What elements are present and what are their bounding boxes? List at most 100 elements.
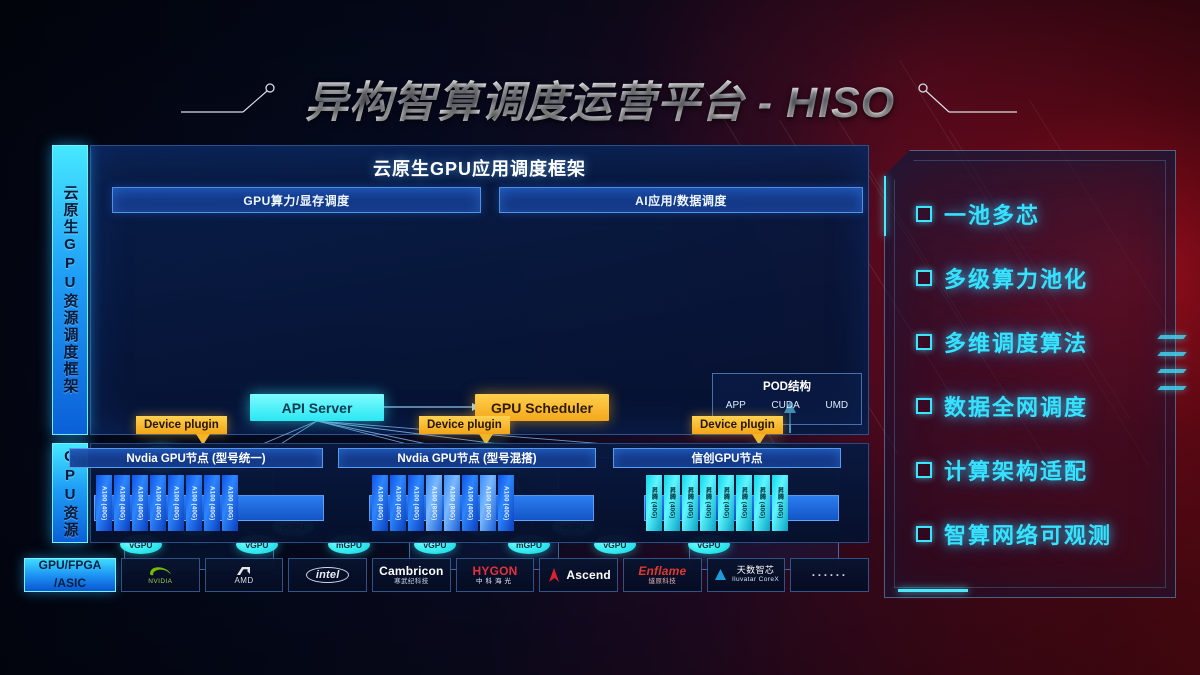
vendor-category-line1: GPU/FPGA — [38, 558, 102, 573]
sidebar-label-cloud-native-gpu: 云原生GPU资源调度框架 — [52, 145, 88, 435]
gpu-card-group-2: A100 (40G) A100 (40G) A100 (40G) A100 (80G)… — [372, 475, 514, 531]
gpu-card[interactable]: A100 (40G) — [132, 475, 148, 531]
gpu-card[interactable]: A100 (40G) — [498, 475, 514, 531]
gpu-card[interactable]: A100 (40G) — [168, 475, 184, 531]
panel-accent-slash-3 — [1157, 369, 1187, 373]
pod-structure-items: APP CUDA UMD — [713, 400, 861, 411]
gpu-card[interactable]: A100 (40G) — [114, 475, 130, 531]
gpu-card[interactable]: A100 (80G) — [426, 475, 442, 531]
gpu-card-label: A100 (40G) — [136, 485, 144, 521]
gpu-card[interactable]: 昇腾 (40G) — [646, 475, 662, 531]
gpu-card-label: A100 (40G) — [100, 485, 108, 521]
gpu-card[interactable]: A100 (40G) — [222, 475, 238, 531]
gpu-card[interactable]: A100 (80G) — [444, 475, 460, 531]
feature-label-6: 智算网络可观测 — [944, 523, 1113, 548]
pod-structure-item-umd: UMD — [825, 400, 849, 411]
vendor-iluvatar[interactable]: 天数智芯 Iluvatar CoreX — [706, 558, 786, 592]
vendor-nvidia-name: NVIDIA — [148, 577, 173, 585]
checkbox-icon — [916, 526, 932, 542]
vendor-cambricon-sub: 寒武纪科技 — [394, 578, 429, 586]
vendor-iluvatar-mark: 天数智芯 Iluvatar CoreX — [732, 565, 779, 584]
sidebar-label-cloud-native-gpu-text: 云原生GPU资源调度框架 — [61, 185, 79, 395]
gpu-card[interactable]: A100 (40G) — [408, 475, 424, 531]
gpu-card[interactable]: A100 (40G) — [204, 475, 220, 531]
gpu-card-label: A100 (40G) — [466, 485, 474, 521]
vendor-category-line2: /ASIC — [53, 576, 86, 590]
vendor-enflame-mark: Enflame 燧原科技 — [638, 563, 687, 585]
vendor-hygon-mark: HYGON 中科海光 — [472, 563, 518, 585]
feature-label-5: 计算架构适配 — [944, 459, 1089, 484]
panel-corner-tick-bottom — [898, 589, 968, 592]
gpu-card[interactable]: 昇腾 (40G) — [718, 475, 734, 531]
gpu-node-title-3[interactable]: 信创GPU节点 — [613, 448, 841, 468]
device-plugin-node-2[interactable]: Device plugin — [419, 416, 510, 434]
gpu-card[interactable]: A100 (40G) — [462, 475, 478, 531]
vendor-more[interactable]: ······ — [790, 558, 870, 592]
pod-structure-item-cuda: CUDA — [771, 400, 800, 411]
device-plugin-node-1[interactable]: Device plugin — [136, 416, 227, 434]
gpu-card-label: A100 (40G) — [172, 485, 180, 521]
feature-item-1[interactable]: 一池多芯 — [916, 198, 1040, 230]
checkbox-icon — [916, 206, 932, 222]
vendor-iluvatar-name: 天数智芯 — [736, 565, 775, 576]
amd-arrow-icon — [237, 566, 250, 575]
vendor-amd[interactable]: AMD — [204, 558, 284, 592]
gpu-card[interactable]: A100 (40G) — [150, 475, 166, 531]
gpu-card-label: A100 (40G) — [190, 485, 198, 521]
gpu-card-group-1: A100 (40G) A100 (40G) A100 (40G) A100 (40G)… — [96, 475, 238, 531]
gpu-card-label: 昇腾 (40G) — [722, 487, 730, 519]
feature-panel: 一池多芯 多级算力池化 多维调度算法 数据全网调度 计算架构适配 智算网络可观测 — [884, 150, 1187, 598]
gpu-card[interactable]: 昇腾 (40G) — [682, 475, 698, 531]
gpu-card[interactable]: 昇腾 (40G) — [664, 475, 680, 531]
gpu-card[interactable]: 昇腾 (40G) — [700, 475, 716, 531]
device-plugin-node-3[interactable]: Device plugin — [692, 416, 783, 434]
gpu-card[interactable]: 昇腾 (40G) — [754, 475, 770, 531]
vendor-category-label: GPU/FPGA /ASIC — [24, 558, 116, 592]
gpu-card[interactable]: A100 (40G) — [372, 475, 388, 531]
vendor-intel[interactable]: intel — [288, 558, 368, 592]
feature-item-6[interactable]: 智算网络可观测 — [916, 518, 1112, 550]
feature-label-3: 多维调度算法 — [944, 331, 1089, 356]
gpu-card[interactable]: A100 (80G) — [480, 475, 496, 531]
gpu-card[interactable]: A100 (40G) — [96, 475, 112, 531]
gpu-card-label: 昇腾 (40G) — [650, 487, 658, 519]
api-server-node[interactable]: API Server — [250, 394, 384, 421]
page-title-bar: 异构智算调度运营平台 - HISO — [0, 68, 1200, 130]
gpu-card[interactable]: 昇腾 (40G) — [772, 475, 788, 531]
feature-panel-frame — [884, 150, 1176, 598]
gpu-node-title-2[interactable]: Nvdia GPU节点 (型号混搭) — [338, 448, 596, 468]
vendor-cambricon[interactable]: Cambricon 寒武纪科技 — [372, 558, 451, 592]
top-bar-gpu-compute[interactable]: GPU算力/显存调度 — [112, 187, 481, 213]
pod-structure-title: POD结构 — [763, 381, 811, 393]
feature-item-4[interactable]: 数据全网调度 — [916, 390, 1088, 422]
gpu-card[interactable]: A100 (40G) — [390, 475, 406, 531]
feature-panel-inner-frame — [894, 160, 1166, 588]
vendor-more-label: ······ — [811, 568, 848, 582]
gpu-card-label: A100 (40G) — [394, 485, 402, 521]
feature-label-2: 多级算力池化 — [944, 267, 1089, 292]
architecture-diagram: 云原生GPU资源调度框架 GPU资源 云原生GPU应用调度框架 GPU算力/显存… — [24, 145, 869, 595]
gpu-card-label: A100 (80G) — [484, 485, 492, 521]
gpu-card-label: A100 (40G) — [502, 485, 510, 521]
vendor-enflame-name: Enflame — [638, 563, 687, 578]
gpu-card[interactable]: 昇腾 (40G) — [736, 475, 752, 531]
panel-corner-tick-top — [884, 176, 886, 236]
framework-title: 云原生GPU应用调度框架 — [372, 159, 586, 179]
vendor-nvidia[interactable]: NVIDIA — [121, 558, 200, 592]
gpu-card-label: A100 (40G) — [154, 485, 162, 521]
vendor-ascend-name: Ascend — [566, 568, 611, 582]
top-bar-ai-app[interactable]: AI应用/数据调度 — [499, 187, 863, 213]
vendor-enflame[interactable]: Enflame 燧原科技 — [623, 558, 702, 592]
gpu-node-title-1[interactable]: Nvdia GPU节点 (型号统一) — [69, 448, 323, 468]
vendor-hygon[interactable]: HYGON 中科海光 — [455, 558, 535, 592]
feature-item-3[interactable]: 多维调度算法 — [916, 326, 1088, 358]
vendor-hygon-name: HYGON — [472, 563, 518, 578]
feature-label-1: 一池多芯 — [944, 203, 1041, 228]
vendor-amd-name: AMD — [234, 575, 254, 585]
vendor-ascend[interactable]: Ascend — [539, 558, 619, 592]
checkbox-icon — [916, 334, 932, 350]
sidebar-label-gpu-resource-text: GPU资源 — [61, 447, 79, 539]
feature-item-5[interactable]: 计算架构适配 — [916, 454, 1088, 486]
gpu-card[interactable]: A100 (40G) — [186, 475, 202, 531]
feature-item-2[interactable]: 多级算力池化 — [916, 262, 1088, 294]
